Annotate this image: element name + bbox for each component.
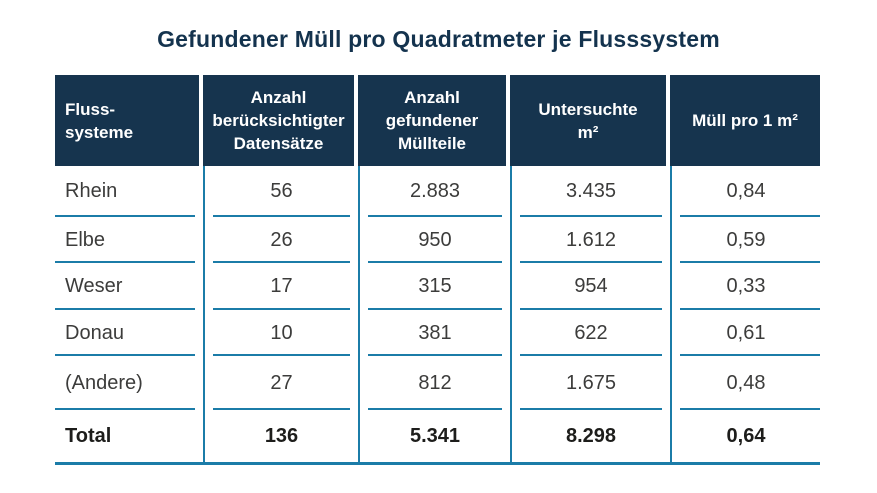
header-cell-anzahl_muellteile-label: Anzahl gefundener Müllteile [385,88,479,153]
table-row: Rhein 56 2.883 3.435 0,84 [55,166,820,217]
table-header-row: Fluss- systeme Anzahl berücksichtigter Da… [55,75,820,166]
value-cell-label: 0,48 [726,371,766,394]
value-cell-label: 812 [418,371,452,394]
value-cell: 1.612 [510,217,670,263]
value-cell-label: 0,59 [726,228,766,251]
value-cell: 0,48 [670,356,820,410]
row-label-label: Donau [65,321,124,344]
value-cell: 17 [203,263,358,310]
value-cell: 136 [203,410,358,462]
row-label-label: (Andere) [65,371,143,394]
row-label-label: Total [65,424,112,447]
table-row: Donau 10 381 622 0,61 [55,310,820,356]
row-label-label: Elbe [65,228,106,251]
value-cell-label: 0,64 [726,424,766,447]
table-row: Elbe 26 950 1.612 0,59 [55,217,820,263]
value-cell: 0,64 [670,410,820,462]
table-bottom-border [55,462,820,465]
table-row: (Andere) 27 812 1.675 0,48 [55,356,820,410]
table-row: Weser 17 315 954 0,33 [55,263,820,310]
value-cell: 950 [358,217,510,263]
table-row-total: Total 136 5.341 8.298 0,64 [55,410,820,462]
header-cell-anzahl_muellteile: Anzahl gefundener Müllteile [358,75,510,166]
value-cell-label: 8.298 [565,424,617,447]
row-label: Rhein [55,166,203,217]
table-body: Rhein 56 2.883 3.435 0,84 Elbe 26 950 1.612 0,59 W… [55,166,820,462]
header-cell-untersuchte_m2: Untersuchte m² [510,75,670,166]
value-cell-label: 0,33 [726,275,766,297]
value-cell: 0,84 [670,166,820,217]
value-cell-label: 0,84 [726,180,766,202]
value-cell: 8.298 [510,410,670,462]
page-title: Gefundener Müll pro Quadratmeter je Flus… [157,26,720,52]
value-cell: 1.675 [510,356,670,410]
value-cell: 26 [203,217,358,263]
value-cell-label: 26 [270,228,293,251]
header-cell-muell_pro_m2-label: Müll pro 1 m² [692,111,798,130]
data-table: Fluss- systeme Anzahl berücksichtigter Da… [55,75,820,465]
value-cell-label: 622 [574,321,608,344]
value-cell: 812 [358,356,510,410]
value-cell: 381 [358,310,510,356]
value-cell-label: 1.612 [565,228,617,251]
header-cell-anzahl_datensaetze: Anzahl berücksichtigter Datensätze [203,75,358,166]
header-cell-anzahl_datensaetze-label: Anzahl berücksichtigter Datensätze [212,88,345,153]
value-cell-label: 315 [418,275,452,297]
row-label: Donau [55,310,203,356]
value-cell-label: 950 [418,228,452,251]
header-cell-untersuchte_m2-label: Untersuchte m² [538,99,638,142]
header-cell-flusssysteme-label: Fluss- systeme [65,99,134,142]
value-cell-label: 27 [270,371,293,394]
value-cell: 27 [203,356,358,410]
value-cell: 0,59 [670,217,820,263]
header-cell-muell_pro_m2: Müll pro 1 m² [670,75,820,166]
value-cell-label: 56 [270,180,293,202]
row-label-label: Rhein [65,180,118,202]
value-cell: 954 [510,263,670,310]
value-cell-label: 954 [574,275,608,297]
value-cell-label: 1.675 [565,371,617,394]
value-cell: 5.341 [358,410,510,462]
value-cell: 622 [510,310,670,356]
header-cell-flusssysteme: Fluss- systeme [55,75,203,166]
value-cell: 0,33 [670,263,820,310]
value-cell: 10 [203,310,358,356]
value-cell-label: 17 [270,275,293,297]
value-cell: 56 [203,166,358,217]
value-cell-label: 10 [270,321,293,344]
value-cell: 2.883 [358,166,510,217]
row-label: (Andere) [55,356,203,410]
value-cell: 0,61 [670,310,820,356]
value-cell: 315 [358,263,510,310]
row-label: Weser [55,263,203,310]
value-cell-label: 5.341 [409,424,461,447]
value-cell-label: 381 [418,321,452,344]
value-cell-label: 2.883 [409,180,461,202]
value-cell-label: 3.435 [565,180,617,202]
row-label-label: Weser [65,275,123,297]
value-cell-label: 0,61 [726,321,766,344]
row-label: Elbe [55,217,203,263]
value-cell: 3.435 [510,166,670,217]
row-label: Total [55,410,203,462]
value-cell-label: 136 [264,424,299,447]
